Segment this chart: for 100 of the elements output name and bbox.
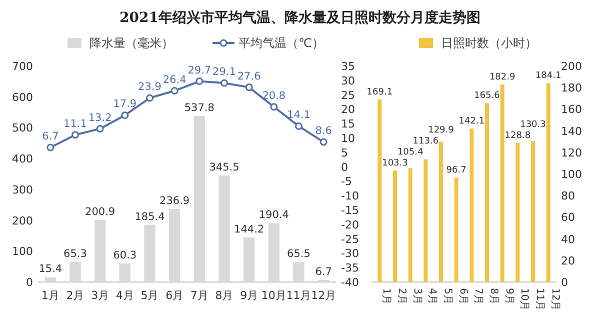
data-label: 182.9	[489, 72, 516, 82]
y2-tick-label: 20	[341, 103, 355, 116]
bar	[70, 262, 81, 282]
point	[96, 125, 104, 133]
point	[320, 138, 328, 146]
x-tick-label: 6月	[457, 288, 468, 304]
bar	[470, 128, 474, 282]
y2-tick-label: -25	[341, 232, 359, 246]
x-tick-label: 4月	[116, 289, 134, 302]
x-tick-label: 7月	[190, 289, 208, 302]
bar	[531, 141, 535, 282]
y2-tick-label: 5	[341, 146, 348, 160]
y-tick-label: 400	[12, 152, 33, 166]
y-tick-label: 0	[26, 276, 33, 289]
point	[170, 87, 178, 95]
y2-tick-label: -10	[341, 190, 359, 203]
y-tick-label: 140	[561, 124, 582, 138]
y-tick-label: 60	[561, 211, 575, 224]
x-tick-label: 3月	[411, 288, 422, 304]
y-tick-label: 40	[561, 232, 575, 246]
data-label: 65.5	[287, 248, 310, 260]
y2-tick-label: 35	[341, 60, 355, 73]
legend-label: 降水量（毫米）	[90, 36, 174, 50]
x-tick-label: 9月	[240, 289, 258, 302]
data-label: 11.1	[64, 118, 87, 130]
data-label: 105.4	[397, 147, 424, 158]
bar	[424, 159, 428, 282]
y-tick-label: 200	[561, 60, 582, 73]
bar	[243, 238, 255, 282]
bar	[94, 220, 106, 282]
bar	[119, 263, 131, 282]
bar	[439, 142, 443, 282]
data-label: 60.3	[113, 249, 137, 262]
point	[72, 131, 79, 139]
bar	[485, 103, 489, 282]
x-tick-label: 2月	[66, 289, 84, 302]
data-label: 142.1	[458, 116, 485, 127]
y2-tick-label: 0	[341, 160, 348, 174]
chart-title: 2021年绍兴市平均气温、降水量及日照时数分月度走势图	[120, 9, 480, 26]
y2-tick-label: -40	[341, 276, 359, 289]
x-tick-label: 12月	[311, 289, 336, 302]
data-label: 185.4	[134, 210, 166, 223]
y2-tick-label: 15	[341, 118, 355, 131]
y-tick-label: 0	[561, 276, 568, 289]
point	[46, 144, 54, 152]
data-label: 29.7	[188, 64, 212, 76]
y-tick-label: 600	[12, 90, 33, 104]
data-label: 190.4	[258, 209, 290, 222]
data-label: 130.3	[520, 120, 546, 130]
bar	[44, 277, 56, 282]
y-tick-label: 180	[561, 82, 582, 95]
x-tick-label: 4月	[426, 288, 438, 304]
data-label: 96.7	[446, 166, 466, 176]
y-tick-label: 80	[561, 190, 575, 203]
bar	[378, 99, 382, 282]
y2-tick-label: 10	[341, 132, 355, 145]
data-label: 65.3	[64, 248, 87, 260]
x-tick-label: 5月	[442, 288, 453, 304]
point	[121, 112, 129, 119]
data-label: 113.6	[412, 136, 439, 146]
bar	[546, 83, 550, 282]
data-label: 6.7	[42, 130, 59, 143]
point	[146, 94, 154, 102]
data-label: 165.6	[474, 91, 500, 102]
x-tick-label: 1月	[41, 289, 60, 302]
x-tick-label: 1月	[380, 288, 392, 304]
y-tick-label: 160	[561, 103, 582, 116]
y-tick-label: 100	[561, 168, 582, 181]
data-label: 144.2	[234, 224, 264, 236]
bar	[408, 168, 412, 282]
y-tick-label: 700	[12, 60, 33, 73]
data-label: 129.9	[428, 125, 454, 136]
point	[220, 79, 228, 87]
y-tick-label: 100	[12, 245, 33, 258]
bar	[516, 142, 520, 282]
y2-tick-label: -5	[341, 175, 352, 188]
y-tick-label: 500	[12, 122, 33, 135]
bar	[268, 223, 280, 282]
data-label: 169.1	[366, 87, 393, 98]
y2-tick-label: -30	[341, 247, 359, 260]
data-label: 20.8	[262, 90, 286, 102]
data-label: 15.4	[38, 263, 62, 276]
x-tick-label: 2月	[396, 288, 407, 304]
point	[196, 78, 204, 86]
y2-tick-label: -15	[341, 204, 359, 217]
x-tick-label: 12月	[549, 288, 560, 311]
y-tick-label: 300	[12, 183, 33, 196]
bar	[293, 262, 304, 282]
x-tick-label: 8月	[488, 288, 499, 304]
data-label: 17.9	[113, 98, 137, 110]
legend-label: 平均气温（℃）	[238, 36, 324, 50]
point	[245, 84, 253, 92]
x-tick-label: 11月	[534, 288, 545, 311]
data-label: 23.9	[138, 80, 162, 93]
data-label: 128.8	[504, 130, 531, 141]
data-label: 8.6	[315, 125, 332, 138]
x-tick-label: 8月	[215, 289, 234, 302]
x-tick-label: 10月	[261, 289, 286, 302]
data-label: 103.3	[382, 158, 408, 168]
point	[270, 103, 278, 111]
